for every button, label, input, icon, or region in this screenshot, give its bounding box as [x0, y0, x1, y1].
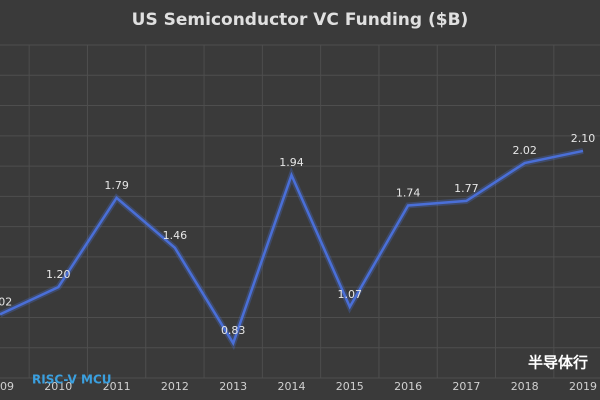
- data-label: 2.10: [571, 132, 596, 145]
- x-tick-label: 2010: [44, 380, 72, 393]
- x-tick-label: 2017: [452, 380, 480, 393]
- x-tick-label: 2019: [569, 380, 597, 393]
- data-label: 1.20: [46, 268, 71, 281]
- data-label: 1.79: [104, 179, 129, 192]
- data-label: 1.94: [279, 156, 304, 169]
- x-tick-label: 2012: [161, 380, 189, 393]
- grid: [0, 44, 600, 379]
- data-label: 1.77: [454, 182, 479, 195]
- data-label: 1.74: [396, 186, 421, 199]
- x-tick-label: 2015: [336, 380, 364, 393]
- data-label: 1.07: [338, 288, 363, 301]
- x-tick-label: 2018: [511, 380, 539, 393]
- data-label: 2.02: [512, 144, 537, 157]
- watermark: RISC-V MCU: [32, 373, 112, 387]
- data-label: 1.46: [163, 229, 188, 242]
- data-label: 0.83: [221, 324, 246, 337]
- watermark: 半导体行: [528, 354, 588, 372]
- x-tick-label: 2011: [103, 380, 131, 393]
- x-tick-label: 2014: [278, 380, 306, 393]
- chart-title: US Semiconductor VC Funding ($B): [132, 10, 469, 30]
- data-label: 1.02: [0, 295, 12, 308]
- x-tick-label: 2013: [219, 380, 247, 393]
- plot: 2009 2010 2011 2012 2013 2014 2015 2016 2017 2018…: [0, 132, 597, 393]
- line: [0, 149, 584, 347]
- x-tick-label: 2016: [394, 380, 422, 393]
- x-tick-label: 2009: [0, 380, 14, 393]
